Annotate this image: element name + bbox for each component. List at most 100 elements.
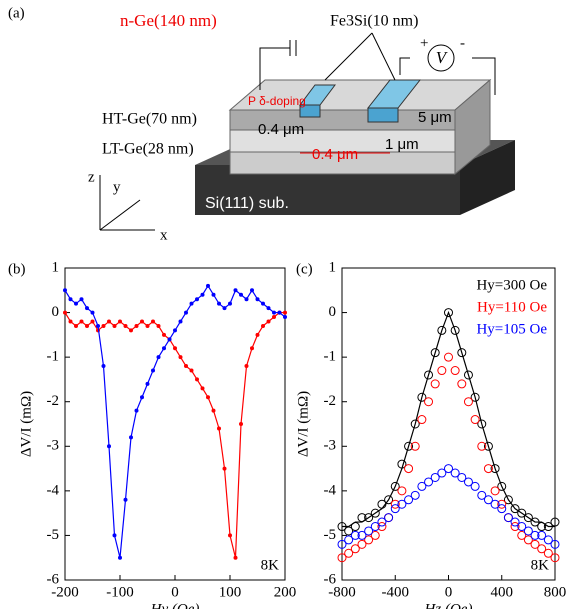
- data-point: [189, 301, 194, 306]
- data-point: [517, 530, 527, 540]
- data-point: [184, 310, 188, 315]
- y-tick-label: -3: [47, 438, 60, 454]
- data-point: [344, 548, 354, 558]
- data-point: [377, 517, 387, 527]
- data-point: [490, 486, 500, 496]
- data-point: [370, 522, 380, 532]
- wire-left: [259, 47, 290, 90]
- data-point: [118, 319, 122, 324]
- data-point: [470, 415, 480, 425]
- data-point: [96, 323, 100, 328]
- wire-right: [472, 57, 496, 95]
- data-point: [497, 504, 507, 514]
- data-point: [550, 553, 560, 563]
- data-point: [470, 481, 480, 491]
- y-tick-label: -2: [47, 393, 60, 409]
- label: 1 μm: [385, 136, 419, 153]
- data-point: [107, 444, 111, 449]
- data-point: [490, 499, 500, 509]
- data-point: [90, 319, 95, 324]
- data-point: [424, 477, 434, 487]
- data-point: [390, 481, 400, 491]
- data-point: [123, 323, 128, 328]
- data-point: [417, 481, 427, 491]
- data-point: [364, 535, 374, 545]
- data-point: [222, 306, 227, 311]
- data-point: [483, 495, 493, 505]
- data-point: [530, 539, 540, 549]
- data-point: [283, 315, 287, 320]
- pointer: [324, 32, 373, 81]
- data-point: [497, 481, 507, 491]
- data-point: [457, 348, 467, 358]
- data-point: [410, 441, 420, 451]
- y-tick-label: 0: [329, 304, 337, 320]
- data-point: [140, 319, 144, 324]
- data-point: [483, 441, 493, 451]
- plot-frame: [64, 267, 286, 581]
- x-tick-label: -800: [328, 584, 356, 600]
- data-point: [384, 513, 394, 523]
- x-axis-label: Hy (Oe): [150, 601, 200, 609]
- data-point: [444, 308, 453, 318]
- contact-right: [367, 107, 399, 123]
- data-point: [350, 544, 360, 554]
- data-point: [156, 355, 161, 360]
- data-point: [497, 499, 507, 509]
- label: n-Ge(140 nm): [120, 11, 217, 30]
- data-point: [503, 495, 513, 505]
- data-point: [239, 292, 243, 297]
- data-point: [145, 323, 150, 328]
- data-point: [450, 366, 460, 376]
- x-tick-label: 400: [491, 584, 514, 600]
- data-point: [424, 370, 434, 380]
- x-tick-label: 800: [544, 584, 567, 600]
- data-point: [463, 397, 473, 407]
- data-point: [350, 530, 360, 540]
- label: Si(111) sub.: [205, 195, 289, 212]
- data-point: [167, 337, 172, 342]
- data-point: [233, 288, 238, 293]
- data-point: [173, 328, 177, 333]
- data-point: [173, 346, 177, 351]
- data-point: [272, 315, 276, 320]
- data-point: [510, 504, 520, 514]
- data-point: [523, 535, 533, 545]
- data-point: [178, 319, 183, 324]
- label: +: [420, 35, 428, 51]
- data-point: [129, 435, 133, 440]
- data-point: [255, 297, 260, 302]
- data-point: [477, 490, 487, 500]
- data-point: [195, 377, 199, 382]
- data-point: [233, 555, 238, 560]
- data-point: [344, 535, 354, 545]
- data-point: [530, 530, 540, 540]
- data-point: [424, 397, 434, 407]
- data-point: [410, 419, 420, 429]
- data-point: [206, 395, 210, 400]
- data-point: [364, 513, 374, 523]
- data-point: [68, 297, 73, 302]
- wire-right: [399, 57, 410, 75]
- y-tick-label: -3: [324, 438, 337, 454]
- legend-entry: Hy=110 Oe: [477, 299, 547, 315]
- data-point: [134, 323, 139, 328]
- data-point: [74, 301, 78, 306]
- legend-entry: Hy=300 Oe: [476, 277, 547, 293]
- data-point: [510, 522, 520, 532]
- data-point: [217, 426, 221, 431]
- data-point: [255, 332, 260, 337]
- data-point: [397, 499, 407, 509]
- data-point: [404, 464, 414, 474]
- data-point: [417, 392, 427, 402]
- axis-y: [99, 199, 141, 231]
- pointer: [371, 32, 396, 81]
- data-point: [283, 310, 287, 315]
- data-point: [537, 544, 547, 554]
- data-point: [123, 497, 128, 502]
- data-point: [261, 323, 265, 328]
- data-point: [444, 352, 453, 362]
- data-point: [189, 368, 194, 373]
- data-point: [510, 517, 520, 527]
- y-tick-label: 0: [52, 304, 60, 320]
